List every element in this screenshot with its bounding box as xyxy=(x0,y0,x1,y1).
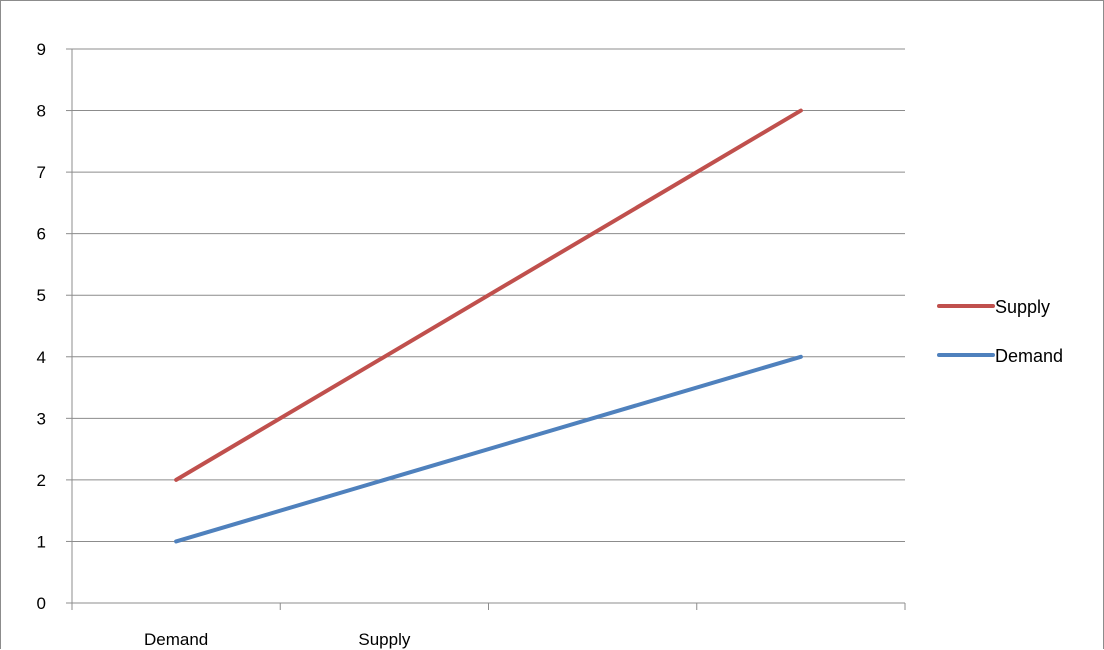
series-lines xyxy=(174,108,803,544)
x-tick-label-1: Supply xyxy=(358,630,410,649)
legend: Supply Demand xyxy=(937,297,1063,366)
x-tick-label-0: Demand xyxy=(144,630,208,649)
y-tick-label-9: 9 xyxy=(37,40,46,59)
y-tick-label-0: 0 xyxy=(37,594,46,613)
y-tick-label-4: 4 xyxy=(37,348,46,367)
series-line-supply xyxy=(174,108,803,482)
y-tick-label-2: 2 xyxy=(37,471,46,490)
y-tick-label-7: 7 xyxy=(37,163,46,182)
y-tick-label-8: 8 xyxy=(37,102,46,121)
axes xyxy=(66,48,906,610)
series-line-demand xyxy=(174,354,803,544)
y-tick-label-3: 3 xyxy=(37,409,46,428)
y-axis-tick-labels: 0 1 2 3 4 5 6 7 8 9 xyxy=(37,40,46,613)
legend-label-demand: Demand xyxy=(995,346,1063,366)
y-tick-label-6: 6 xyxy=(37,225,46,244)
y-tick-label-5: 5 xyxy=(37,286,46,305)
x-axis-tick-labels: Demand Supply xyxy=(144,630,411,649)
legend-label-supply: Supply xyxy=(995,297,1050,317)
y-tick-label-1: 1 xyxy=(37,532,46,551)
